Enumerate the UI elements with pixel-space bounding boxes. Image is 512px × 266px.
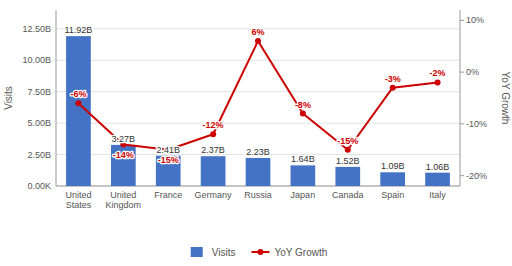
- bar: [201, 156, 226, 186]
- y-tick-label: 12.50B: [22, 24, 51, 34]
- x-tick-label-line: Japan: [291, 190, 316, 200]
- data-label: -6%: [70, 89, 86, 99]
- data-label: -8%: [295, 100, 311, 110]
- y2-tick-label: -20%: [466, 171, 487, 181]
- data-labels: 11.92B 3.27B 2.41B 2.37B 2.23B 1.64B 1.52B 1.09…: [65, 25, 450, 172]
- x-tick-label-line: Kingdom: [106, 200, 142, 210]
- x-tick-label-line: United: [65, 190, 91, 200]
- marker: [210, 131, 216, 137]
- data-label: 2.41B: [156, 145, 180, 155]
- x-tick-label: Japan: [291, 190, 316, 200]
- data-label: 11.92B: [65, 25, 93, 35]
- y2-tick-label: -10%: [466, 119, 487, 129]
- y2-tick-label: 0%: [466, 67, 479, 77]
- x-tick-label-line: Germany: [195, 190, 233, 200]
- legend-label: YoY Growth: [274, 247, 327, 258]
- x-tick-label-line: Canada: [332, 190, 364, 200]
- data-label: 1.09B: [381, 161, 405, 171]
- marker: [75, 100, 81, 106]
- y2-tick-mark: [460, 20, 464, 21]
- marker: [390, 85, 396, 91]
- line: [78, 41, 437, 150]
- data-label: -2%: [430, 68, 446, 78]
- data-label: -15%: [337, 136, 358, 146]
- bar: [291, 165, 316, 186]
- legend-item: YoY Growth: [251, 247, 327, 258]
- bar: [246, 158, 271, 186]
- chart: 0.00K 2.50B 5.00B 7.50B 10.00B 12.50B -20% -10%…: [0, 0, 512, 266]
- bar: [111, 145, 136, 186]
- bar: [425, 173, 450, 186]
- legend-item: Visits: [191, 247, 236, 258]
- bar: [335, 167, 360, 186]
- data-label: 1.06B: [426, 162, 450, 172]
- x-tick-label-line: France: [154, 190, 182, 200]
- y2-tick-mark: [460, 175, 464, 176]
- x-tick-label: Germany: [195, 190, 233, 200]
- marker: [255, 38, 261, 44]
- data-label: 3.27B: [112, 134, 136, 144]
- x-tick-label-line: United: [110, 190, 136, 200]
- data-label: 1.52B: [336, 156, 360, 166]
- plot-area: [66, 36, 450, 186]
- x-tick-label: Canada: [332, 190, 364, 200]
- grid-line: [56, 60, 460, 61]
- marker: [435, 79, 441, 85]
- y-tick-label: 0.00K: [27, 181, 51, 191]
- y-tick-label: 10.00B: [22, 55, 51, 65]
- x-tick-label: UnitedKingdom: [106, 190, 142, 210]
- y2-axis-line: [460, 10, 461, 186]
- y-tick-label: 2.50B: [27, 150, 51, 160]
- grid-line: [56, 91, 460, 92]
- x-tick-label-line: Spain: [381, 190, 404, 200]
- data-label: -15%: [158, 155, 179, 165]
- data-label: 6%: [251, 27, 264, 37]
- data-label: 2.37B: [201, 145, 225, 155]
- data-label: -12%: [203, 120, 224, 130]
- legend-marker: [257, 249, 263, 255]
- x-tick-label: UnitedStates: [65, 190, 91, 210]
- x-tick-label-line: Russia: [244, 190, 272, 200]
- data-label: -3%: [385, 74, 401, 84]
- y-axis-line: [56, 10, 57, 186]
- y2-tick-mark: [460, 123, 464, 124]
- x-tick-label: Italy: [429, 190, 446, 200]
- x-tick-label: Russia: [244, 190, 272, 200]
- x-tick-label-line: States: [66, 200, 92, 210]
- marker: [345, 147, 351, 153]
- bar: [380, 172, 405, 186]
- grid-line: [56, 123, 460, 124]
- data-label: 2.23B: [246, 147, 270, 157]
- marker: [300, 111, 306, 117]
- y2-axis-title: YoY Growth: [500, 72, 511, 125]
- x-tick-label-line: Italy: [429, 190, 446, 200]
- y-axis-title: Visits: [3, 86, 14, 110]
- data-label: -14%: [113, 150, 134, 160]
- grid: [56, 29, 460, 186]
- y-tick-label: 5.00B: [27, 118, 51, 128]
- y2-tick-mark: [460, 72, 464, 73]
- x-tick-label: France: [154, 190, 182, 200]
- legend-label: Visits: [212, 247, 236, 258]
- bar: [156, 156, 181, 186]
- y2-tick-label: 10%: [466, 15, 484, 25]
- legend-swatch: [191, 247, 203, 257]
- x-tick-label: Spain: [381, 190, 404, 200]
- legend: Visits YoY Growth: [191, 247, 328, 258]
- y-tick-label: 7.50B: [27, 87, 51, 97]
- data-label: 1.64B: [291, 154, 315, 164]
